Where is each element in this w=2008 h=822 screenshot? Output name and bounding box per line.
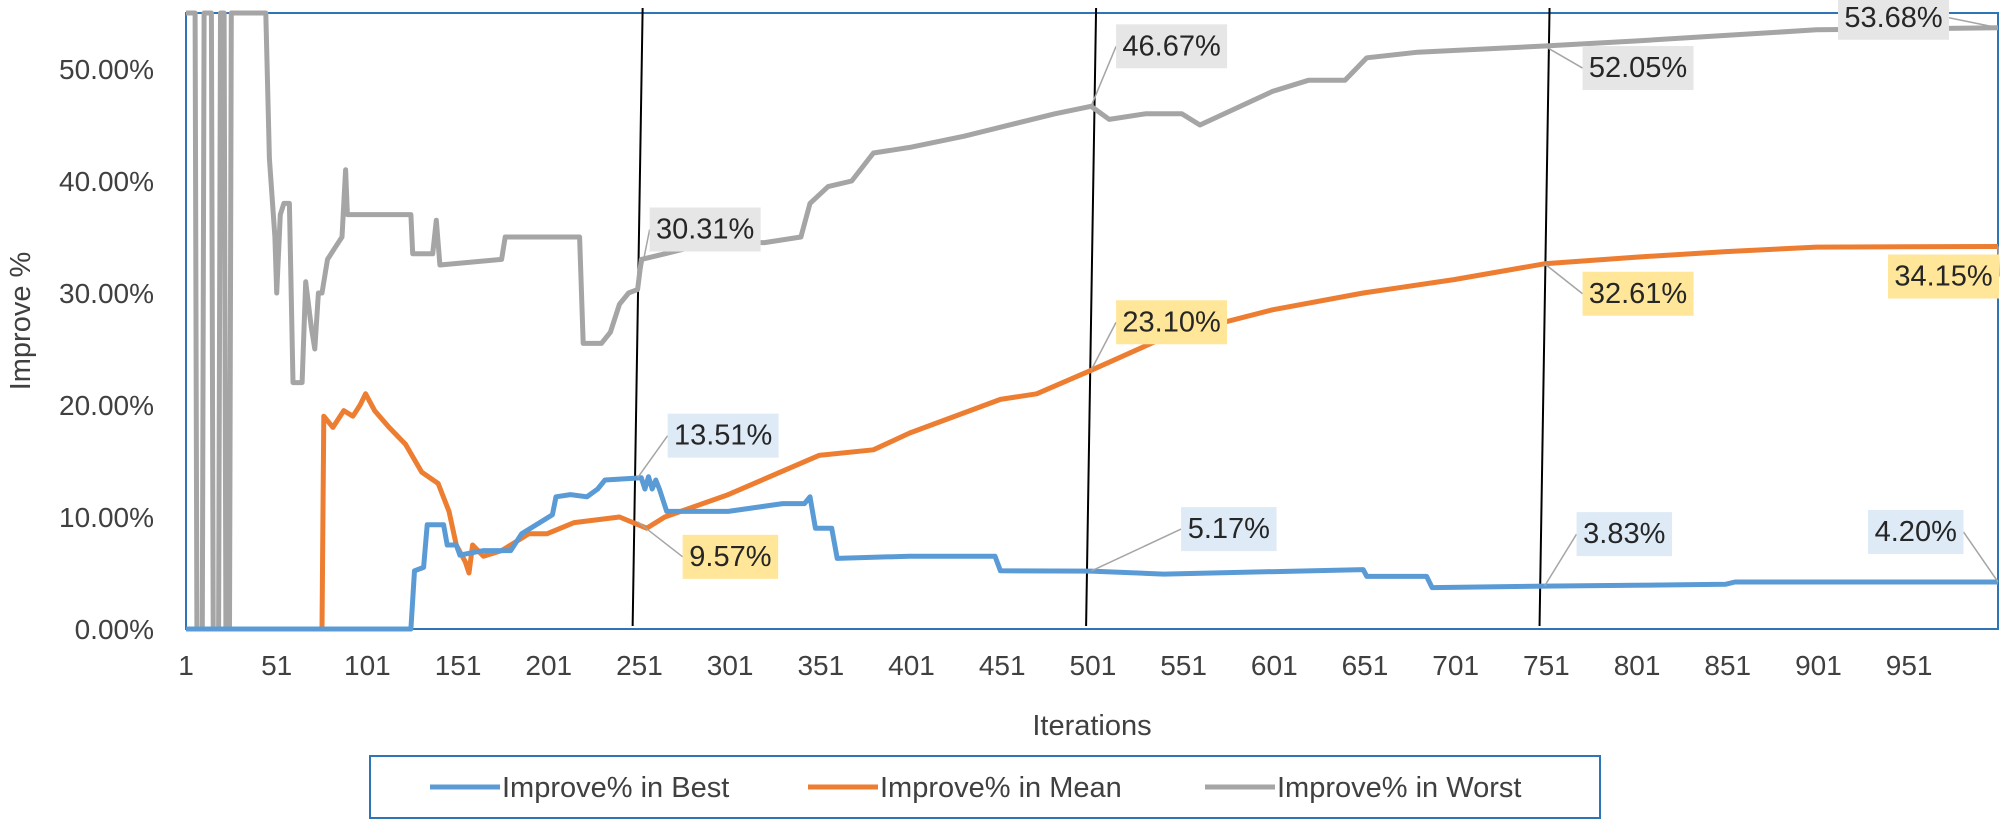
x-tick-label: 401: [888, 650, 935, 681]
improve-in-worst-series-line: [186, 10, 1999, 632]
data-label-box: [1868, 509, 1964, 554]
data-label-box: [1582, 271, 1694, 316]
x-tick-label: 551: [1160, 650, 1207, 681]
data-label-box: [1116, 300, 1228, 345]
x-tick-label: 851: [1704, 650, 1751, 681]
improve-in-mean-series-line: [186, 244, 1999, 632]
data-label: 53.68%: [1844, 2, 1942, 34]
data-label: 13.51%: [674, 420, 772, 452]
data-label-leader: [1090, 528, 1182, 572]
data-label: 46.67%: [1122, 30, 1220, 62]
improve-in-worst-legend-label: Improve% in Worst: [1277, 772, 1521, 804]
data-label-leader: [1948, 17, 1999, 29]
x-tick-label: 651: [1342, 650, 1389, 681]
x-tick-label: 701: [1432, 650, 1479, 681]
vertical-marker-line: [1538, 7, 1551, 627]
data-label-box: [682, 534, 779, 579]
y-tick-label: 40.00%: [59, 166, 154, 197]
improve-in-mean-legend-label: Improve% in Mean: [880, 772, 1122, 804]
data-label-box: [1838, 0, 1949, 40]
x-tick-label: 951: [1886, 650, 1933, 681]
data-label-leader: [637, 435, 669, 479]
data-label-leader: [637, 521, 684, 558]
y-tick-label: 0.00%: [75, 614, 154, 645]
data-label: 34.15%: [1894, 261, 1992, 293]
improve-in-best-series-line: [186, 474, 1998, 632]
data-label: 32.61%: [1589, 278, 1687, 310]
data-label: 3.83%: [1583, 518, 1665, 550]
x-tick-label: 601: [1251, 650, 1298, 681]
data-label-leader: [1962, 531, 1999, 583]
y-axis-title: Improve %: [5, 252, 37, 391]
x-tick-label: 51: [261, 650, 292, 681]
data-label-leader: [1090, 321, 1117, 371]
data-label-leader: [1090, 46, 1117, 107]
data-label-leader: [1543, 533, 1578, 587]
data-label-box: [1888, 254, 1999, 299]
data-label-box: [667, 413, 779, 458]
y-tick-label: 10.00%: [59, 502, 154, 533]
x-tick-label: 351: [797, 650, 844, 681]
x-tick-label: 251: [616, 650, 663, 681]
y-tick-label: 30.00%: [59, 278, 154, 309]
x-tick-label: 1: [178, 650, 194, 681]
x-tick-label: 151: [435, 650, 482, 681]
data-label-box: [1576, 512, 1673, 557]
data-label: 5.17%: [1188, 513, 1270, 545]
x-tick-label: 751: [1523, 650, 1570, 681]
data-label: 30.31%: [656, 214, 754, 246]
x-axis-title: Iterations: [1032, 710, 1151, 742]
data-label-box: [1582, 46, 1694, 91]
data-label-box: [1116, 24, 1228, 69]
improve-in-best-legend-label: Improve% in Best: [502, 772, 729, 804]
data-label-leader: [1544, 263, 1584, 295]
data-label: 23.10%: [1122, 306, 1220, 338]
vertical-marker-line: [631, 7, 644, 627]
plot-frame: [185, 12, 1999, 630]
y-tick-label: 50.00%: [59, 54, 154, 85]
vertical-marker-line: [1085, 7, 1098, 627]
x-tick-label: 301: [707, 650, 754, 681]
x-tick-label: 101: [344, 650, 391, 681]
data-label-leader: [1544, 45, 1583, 69]
data-label-leader: [636, 229, 651, 290]
data-label-box: [1181, 507, 1277, 552]
data-label: 4.20%: [1875, 516, 1957, 548]
x-tick-label: 201: [525, 650, 572, 681]
x-tick-label: 501: [1070, 650, 1117, 681]
x-tick-label: 451: [979, 650, 1026, 681]
legend-box: [369, 755, 1601, 819]
x-tick-label: 801: [1614, 650, 1661, 681]
x-tick-label: 901: [1795, 650, 1842, 681]
data-label-box: [649, 207, 761, 252]
data-label: 52.05%: [1589, 52, 1687, 84]
y-tick-label: 20.00%: [59, 390, 154, 421]
data-label: 9.57%: [689, 541, 771, 573]
